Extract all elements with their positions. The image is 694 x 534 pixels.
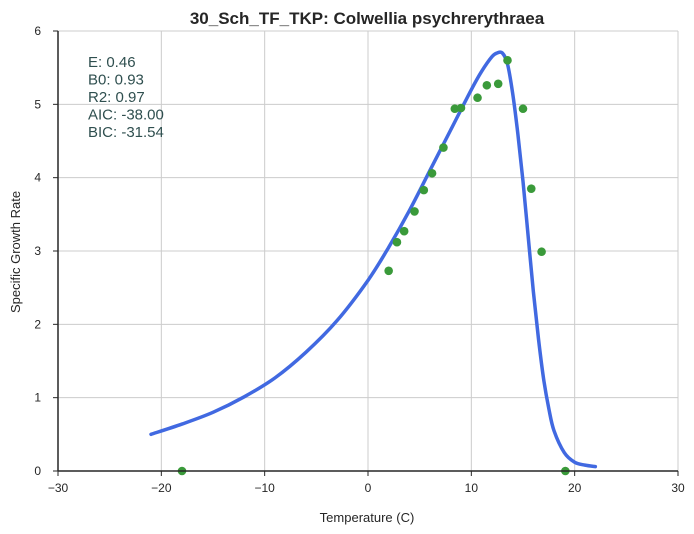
x-tick-label: 0 bbox=[365, 481, 372, 495]
chart-title: 30_Sch_TF_TKP: Colwellia psychrerythraea bbox=[190, 9, 545, 28]
fit-curve bbox=[149, 50, 598, 469]
y-axis-label: Specific Growth Rate bbox=[8, 191, 23, 313]
data-point bbox=[526, 184, 536, 193]
y-tick-label: 5 bbox=[34, 97, 41, 111]
data-point bbox=[419, 185, 429, 195]
data-point bbox=[399, 226, 409, 236]
x-tick-label: 30 bbox=[671, 481, 685, 495]
data-point bbox=[482, 80, 492, 90]
y-tick-label: 2 bbox=[34, 317, 41, 331]
stat-line: AIC: -38.00 bbox=[88, 107, 164, 124]
y-tick-label: 3 bbox=[34, 244, 41, 258]
data-point bbox=[537, 247, 546, 257]
y-tick-label: 0 bbox=[34, 464, 41, 478]
x-tick-label: −20 bbox=[151, 481, 172, 495]
data-point bbox=[384, 266, 393, 276]
stat-line: R2: 0.97 bbox=[88, 89, 145, 106]
data-point bbox=[392, 237, 402, 247]
y-tick-label: 4 bbox=[34, 171, 41, 185]
y-tick-label: 6 bbox=[34, 24, 41, 38]
x-tick-label: 10 bbox=[465, 481, 479, 495]
stat-line: B0: 0.93 bbox=[88, 72, 144, 89]
data-point bbox=[473, 93, 482, 103]
data-point bbox=[493, 79, 503, 89]
x-axis-label: Temperature (C) bbox=[320, 510, 415, 525]
y-tick-label: 1 bbox=[34, 391, 41, 405]
data-point bbox=[427, 168, 437, 178]
stat-line: E: 0.46 bbox=[88, 54, 136, 71]
data-point bbox=[518, 104, 528, 114]
x-tick-label: −30 bbox=[48, 481, 69, 495]
fit-curve-layer bbox=[149, 50, 598, 469]
tick-labels: −30 −20 −10 0 10 20 30 0 1 2 3 4 5 6 bbox=[34, 24, 685, 495]
data-point bbox=[439, 143, 448, 152]
data-point bbox=[410, 207, 419, 216]
stat-line: BIC: -31.54 bbox=[88, 124, 164, 141]
data-point bbox=[503, 56, 512, 65]
x-tick-label: −10 bbox=[254, 481, 275, 495]
data-point bbox=[456, 103, 466, 113]
data-points-layer bbox=[177, 56, 570, 476]
grid bbox=[57, 30, 679, 472]
x-tick-label: 20 bbox=[568, 481, 582, 495]
